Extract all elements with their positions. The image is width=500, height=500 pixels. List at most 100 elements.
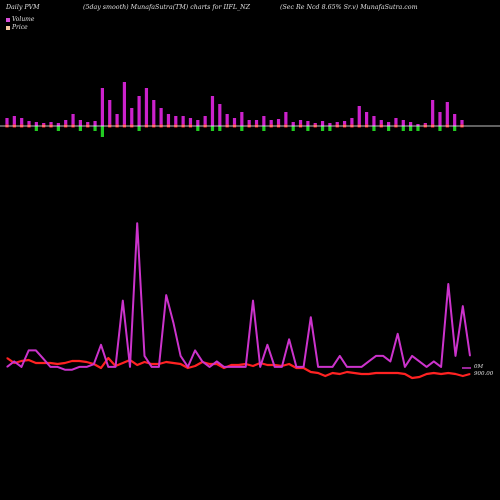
- volume-down-tick: [291, 126, 295, 131]
- volume-bar: [108, 100, 112, 126]
- volume-down-tick: [262, 126, 266, 131]
- volume-bar: [5, 118, 9, 126]
- pvm-point: [122, 300, 124, 302]
- volume-down-tick: [320, 126, 325, 131]
- pvm-point: [404, 366, 406, 368]
- pvm-point: [382, 355, 384, 357]
- volume-bar: [78, 120, 82, 126]
- pvm-point: [303, 366, 305, 368]
- volume-down-tick: [416, 126, 420, 131]
- pvm-point: [35, 349, 37, 351]
- volume-down-tick: [401, 126, 405, 131]
- pvm-point: [209, 366, 211, 368]
- pvm-point: [78, 366, 80, 368]
- price-point: [382, 372, 384, 374]
- price-point: [266, 364, 268, 366]
- volume-bar: [71, 114, 75, 126]
- volume-bar: [298, 120, 303, 126]
- pvm-point: [426, 366, 428, 368]
- price-point: [375, 372, 377, 374]
- volume-bar: [56, 123, 60, 126]
- price-point: [107, 357, 109, 359]
- pvm-point: [440, 366, 442, 368]
- price-point: [42, 362, 44, 364]
- price-point: [136, 364, 138, 366]
- volume-bar: [401, 120, 405, 126]
- pvm-point: [64, 369, 66, 371]
- price-point: [216, 363, 218, 365]
- chart-title-left: Daily PVM: [6, 4, 40, 11]
- price-point: [180, 363, 182, 365]
- price-point: [122, 362, 124, 364]
- pvm-point: [86, 366, 88, 368]
- price-point: [469, 373, 471, 375]
- price-point: [411, 377, 413, 379]
- price-point: [71, 360, 73, 362]
- volume-bar: [174, 116, 178, 126]
- legend-price: Price: [6, 24, 28, 31]
- volume-bar: [122, 82, 127, 126]
- pvm-point: [194, 349, 196, 351]
- pvm-point: [13, 360, 15, 362]
- price-point: [346, 371, 348, 373]
- price-point: [331, 372, 334, 374]
- volume-bar: [166, 114, 171, 126]
- pvm-point: [20, 366, 23, 368]
- price-point: [360, 373, 363, 375]
- pvm-point: [230, 366, 232, 368]
- pvm-point: [100, 344, 102, 346]
- volume-bar: [100, 88, 104, 126]
- volume-bar: [115, 114, 119, 126]
- volume-bar: [262, 116, 266, 126]
- volume-down-tick: [328, 126, 332, 131]
- volume-bar: [342, 121, 347, 126]
- legend-volume-label: Volume: [12, 16, 35, 23]
- pvm-point: [324, 366, 326, 368]
- pvm-point: [310, 316, 312, 318]
- pvm-point: [360, 366, 363, 368]
- volume-bar: [247, 120, 251, 126]
- pvm-line-group: [6, 222, 471, 371]
- pvm-point: [107, 366, 109, 368]
- volume-down-tick: [137, 126, 141, 131]
- pvm-point: [223, 366, 225, 368]
- pvm-point: [389, 360, 391, 362]
- price-point: [288, 363, 290, 365]
- volume-bars: [5, 82, 464, 137]
- volume-bar: [291, 122, 295, 126]
- volume-bar: [130, 108, 134, 126]
- pvm-point: [114, 366, 117, 368]
- legend-price-swatch: [6, 25, 10, 30]
- price-point: [447, 372, 449, 374]
- price-point: [194, 365, 196, 367]
- volume-bar: [27, 121, 31, 126]
- price-point: [6, 357, 8, 359]
- pvm-point: [375, 355, 377, 357]
- volume-bar: [152, 100, 156, 126]
- chart-title-right: (Sec Re Ncd 8.65% Sr.v) MunafaSutra.com: [280, 4, 418, 11]
- pvm-point: [172, 322, 174, 324]
- pvm-point: [201, 360, 203, 362]
- pvm-point: [245, 366, 247, 368]
- volume-bar: [181, 116, 185, 126]
- volume-down-tick: [93, 126, 97, 131]
- price-point: [310, 371, 312, 373]
- pvm-point: [143, 355, 146, 357]
- price-point: [237, 364, 240, 366]
- chart-title-middle: (5day smooth) MunafaSutra(TM) charts for…: [83, 4, 251, 11]
- volume-bar: [203, 116, 207, 126]
- pvm-point: [252, 300, 254, 302]
- pvm-point: [288, 338, 290, 340]
- volume-down-tick: [100, 126, 104, 137]
- y-label-volume: 0M: [474, 364, 484, 370]
- pvm-point: [469, 355, 471, 357]
- pvm-point: [281, 366, 283, 368]
- volume-down-tick: [196, 126, 200, 131]
- pvm-point: [28, 349, 30, 351]
- volume-bar: [445, 102, 449, 126]
- price-line-group: [6, 356, 471, 380]
- price-point: [454, 373, 457, 375]
- volume-bar: [409, 122, 413, 126]
